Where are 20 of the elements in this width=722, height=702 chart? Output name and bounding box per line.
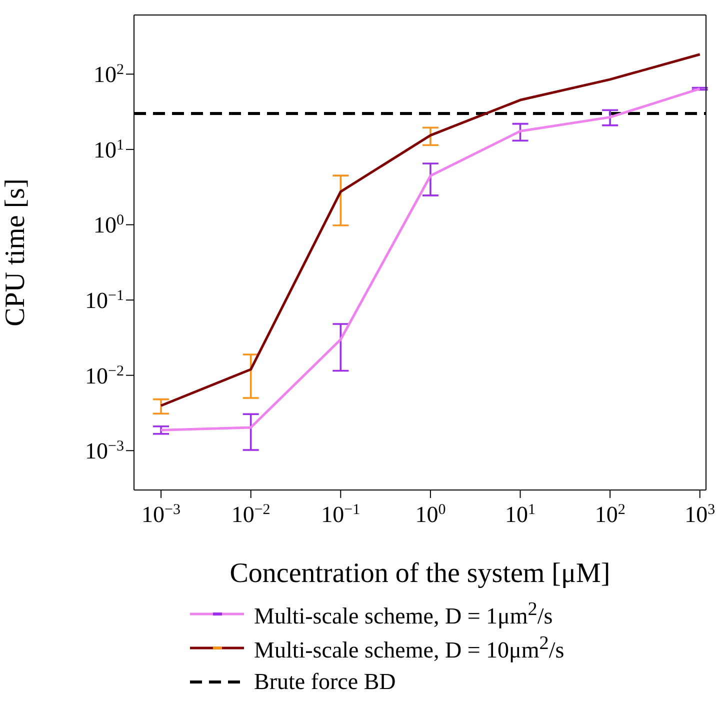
- x-tick-label: 10$^{2}$: [594, 502, 626, 527]
- x-tick-label: 10$^{1}$: [505, 502, 536, 527]
- legend-label: Multi-scale scheme, D = 10μm$^{2}$/s: [254, 632, 564, 664]
- y-tick-label: 10$^{−1}$: [85, 288, 124, 314]
- line-series: [160, 87, 702, 432]
- x-axis-title: Concentration of the system [μM]: [230, 558, 610, 589]
- y-tick-label: 10$^{2}$: [94, 62, 124, 88]
- x-tick-label: 10$^{−3}$: [142, 502, 181, 527]
- x-tick-label: 10$^{−2}$: [231, 502, 270, 527]
- x-tick-label: 10$^{−1}$: [321, 502, 360, 527]
- y-tick-label: 10$^{−2}$: [85, 363, 124, 388]
- x-tick-label: 10$^{0}$: [415, 502, 446, 527]
- y-tick-label: 10$^{−3}$: [85, 438, 124, 464]
- y-axis-title: CPU time [s]: [0, 178, 31, 326]
- line-series: [160, 53, 702, 407]
- y-tick-label: 10$^{0}$: [94, 212, 124, 238]
- y-tick-label: 10$^{1}$: [94, 137, 124, 162]
- legend-label: Multi-scale scheme, D = 1μm$^{2}$/s: [254, 598, 553, 630]
- x-tick-label: 10$^{3}$: [684, 502, 716, 527]
- legend-label: Brute force BD: [254, 669, 396, 695]
